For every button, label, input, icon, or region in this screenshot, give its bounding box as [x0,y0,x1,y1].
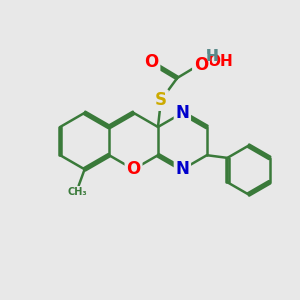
Text: O: O [144,52,159,70]
Text: O: O [144,52,159,70]
Text: H: H [206,49,218,64]
Text: CH₃: CH₃ [68,187,87,197]
Text: S: S [155,91,167,109]
Text: O: O [194,56,208,74]
Text: OH: OH [207,54,233,69]
Text: N: N [176,160,189,178]
Text: O: O [126,160,141,178]
Text: N: N [176,160,189,178]
Text: N: N [176,104,189,122]
Text: O: O [194,56,208,74]
Text: H: H [206,49,218,64]
Text: N: N [176,104,189,122]
Text: S: S [155,91,167,109]
Text: O: O [126,160,141,178]
Text: CH₃: CH₃ [68,187,87,197]
